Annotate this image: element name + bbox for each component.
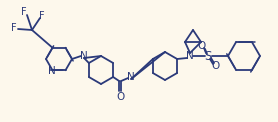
- Text: S: S: [204, 50, 212, 62]
- Text: O: O: [211, 61, 219, 71]
- Text: O: O: [198, 41, 206, 51]
- Text: N: N: [48, 66, 55, 76]
- Text: F: F: [39, 11, 45, 21]
- Text: N: N: [186, 51, 194, 61]
- Text: F: F: [11, 23, 17, 33]
- Text: N: N: [127, 72, 135, 82]
- Text: N: N: [80, 51, 88, 61]
- Text: O: O: [116, 92, 124, 102]
- Text: F: F: [21, 7, 27, 17]
